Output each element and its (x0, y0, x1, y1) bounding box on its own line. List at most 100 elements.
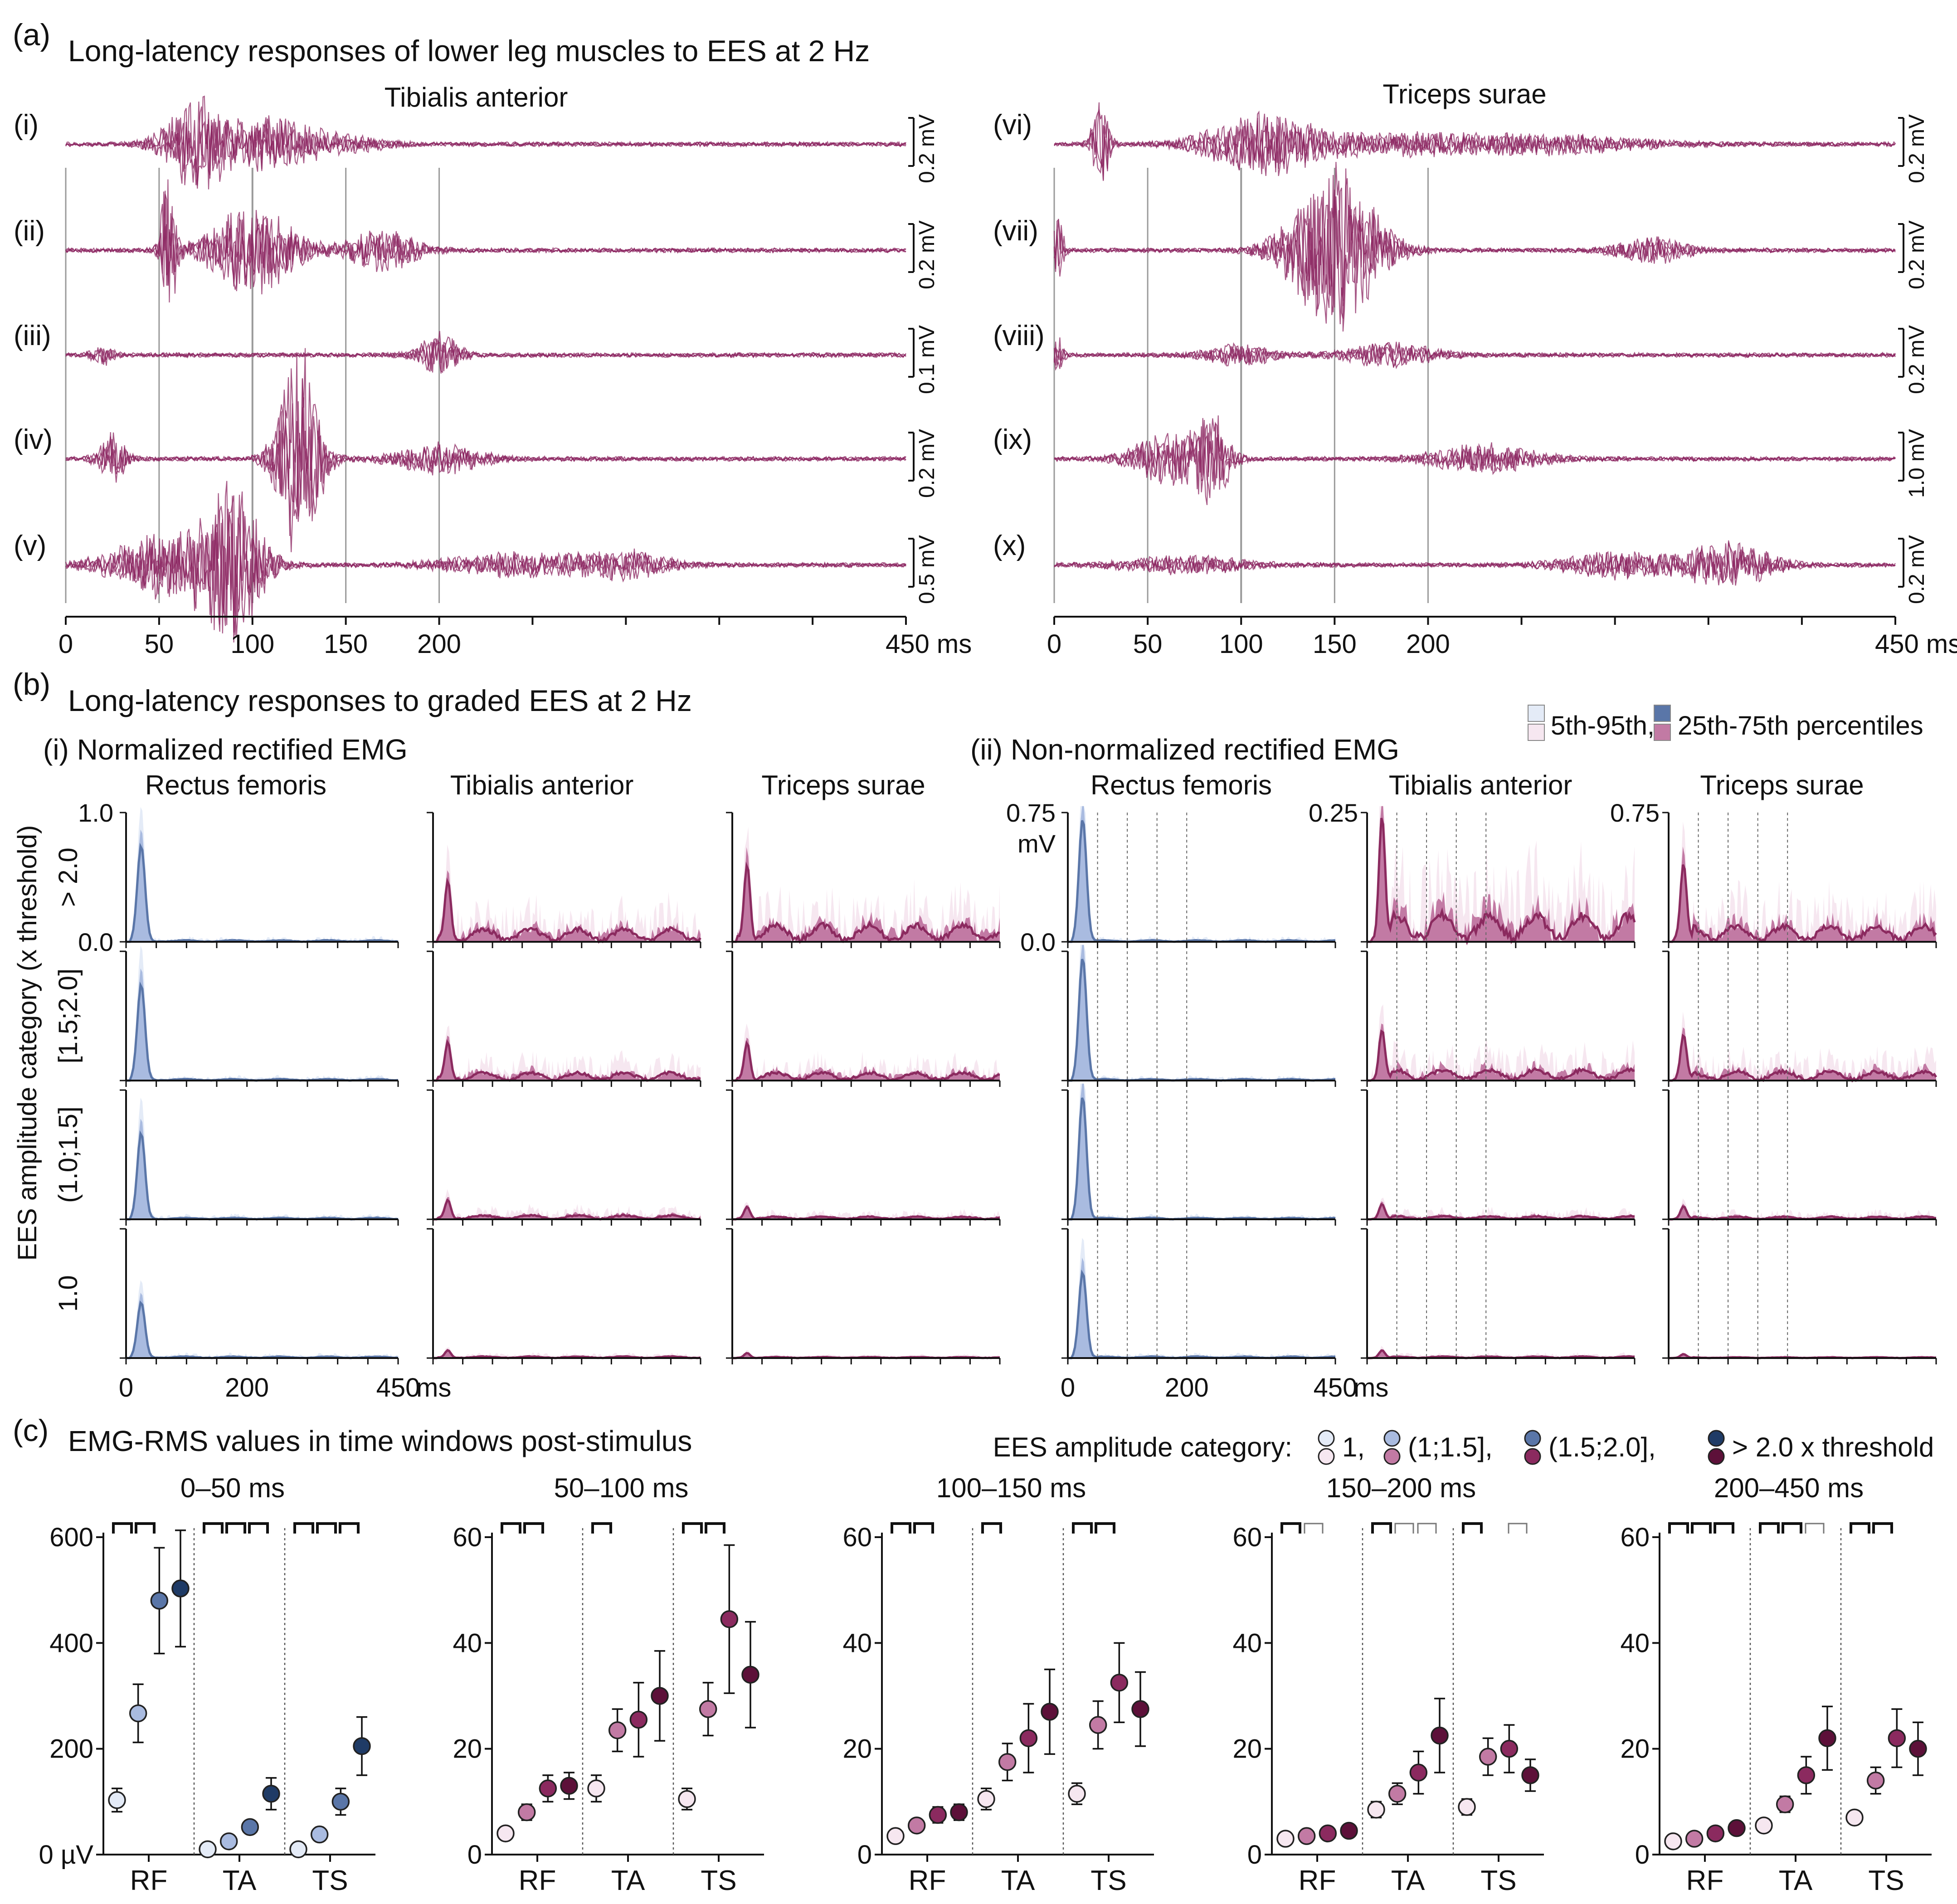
panel-b-muscle-title-4: Rectus femoris (1090, 770, 1272, 800)
emg-trace-left-2-3 (65, 191, 906, 290)
c-group-label-2-TA: TA (611, 1865, 645, 1896)
c-ytick-label-4-1: 40 (1232, 1628, 1262, 1658)
c-ytick-label-5-2: 20 (1620, 1734, 1650, 1764)
nonnorm-ta-tick-top: 0.25 (1309, 799, 1358, 827)
c-point-3-TA-3 (1019, 1729, 1038, 1748)
c-sig-bracket-1-TS-2 (316, 1522, 337, 1534)
c-point-4-RF-2 (1297, 1827, 1316, 1845)
legend-inner-label: 25th-75th percentiles (1678, 711, 1923, 740)
trace-label-right-1: (vi) (993, 109, 1032, 141)
c-ytick-label-2-0: 60 (453, 1523, 482, 1552)
c-point-1-TA-2 (219, 1832, 238, 1850)
panel-c-title: EMG-RMS values in time windows post-stim… (68, 1425, 692, 1457)
panel-b-muscle-title-5: Tibialis anterior (1389, 770, 1572, 800)
c-point-5-TS-2 (1866, 1771, 1885, 1790)
c-point-2-TS-1 (678, 1790, 696, 1808)
c-point-4-TA-4 (1431, 1726, 1449, 1745)
median-trace-1-1 (433, 1039, 701, 1082)
emg-trace-left-4-3 (65, 348, 906, 520)
c-point-1-RF-1 (108, 1791, 126, 1809)
band-inner-4-0 (1367, 806, 1635, 942)
trace-label-left-2: (ii) (14, 215, 45, 247)
trace-label-left-3: (iii) (14, 320, 51, 351)
band-outer-4-0 (1367, 806, 1635, 942)
median-trace-2-2 (732, 1205, 1000, 1221)
band-inner-0-3 (126, 1292, 398, 1358)
c-ytick-label-3-3: 0 (857, 1840, 872, 1870)
trace-label-right-4: (ix) (993, 424, 1032, 455)
scale-label-left-4: 0.2 mV (915, 429, 939, 498)
median-trace-1-2 (433, 1198, 701, 1221)
c-sig-bracket-1-TA-1 (203, 1522, 224, 1534)
c-point-5-TS-3 (1888, 1729, 1906, 1748)
c-point-4-TA-2 (1388, 1785, 1407, 1803)
c-ytick-label-4-0: 60 (1232, 1523, 1262, 1552)
tick-label-a-left-200: 200 (417, 629, 461, 659)
nonnorm-rf-tick-bottom: 0.0 (1020, 928, 1056, 956)
panel-b-row-label-4: 1.0 (54, 1275, 83, 1312)
c-point-1-RF-4 (171, 1579, 190, 1597)
c-panel-title-1: 0–50 ms (180, 1473, 285, 1503)
emg-trace-right-5-4 (1054, 543, 1896, 585)
trace-label-left-5: (v) (14, 530, 46, 561)
emg-trace-right-2-1 (1053, 187, 1896, 332)
c-point-3-RF-4 (950, 1803, 968, 1821)
c-group-label-1-TA: TA (223, 1865, 257, 1896)
legend-c-item-4: > 2.0 x threshold (1732, 1432, 1934, 1462)
c-point-2-TA-4 (651, 1687, 669, 1705)
median-trace-3-0 (1068, 820, 1336, 943)
tick-label-a-right-200: 200 (1406, 629, 1450, 659)
trace-label-right-5: (x) (993, 530, 1026, 561)
b-xtick-0-3: 0 (1061, 1373, 1075, 1402)
legend-c-mag-dot-3 (1524, 1448, 1541, 1465)
c-group-label-5-TS: TS (1868, 1865, 1904, 1896)
c-point-4-TA-1 (1367, 1801, 1385, 1819)
c-sig-bracket-2-TS-2 (705, 1522, 725, 1534)
panel-b-muscle-title-6: Triceps surae (1700, 770, 1864, 800)
norm-tick-top: 1.0 (78, 799, 113, 827)
panel-b-title: Long-latency responses to graded EES at … (68, 684, 692, 717)
c-point-5-TA-3 (1797, 1766, 1816, 1784)
norm-tick-bottom: 0.0 (78, 928, 113, 956)
c-sig-bracket-1-TS-3 (339, 1522, 360, 1534)
band-outer-5-0 (1669, 822, 1936, 942)
c-sig-bracket-4-TS-1 (1462, 1522, 1483, 1534)
c-point-3-RF-2 (907, 1816, 926, 1835)
c-point-5-RF-4 (1728, 1819, 1746, 1837)
c-group-label-3-TA: TA (1001, 1865, 1035, 1896)
c-ytick-label-3-1: 40 (842, 1628, 872, 1658)
legend-c-blue-dot-3 (1524, 1430, 1541, 1447)
c-ytick-label-5-1: 40 (1620, 1628, 1650, 1658)
c-sig-bracket-5-TS-2 (1872, 1522, 1893, 1534)
c-sig-bracket-2-TA-1 (591, 1522, 612, 1534)
emg-trace-left-2-1 (65, 179, 906, 303)
c-point-3-TA-2 (998, 1753, 1017, 1771)
emg-trace-left-1-2 (65, 95, 906, 186)
c-point-1-TA-3 (241, 1818, 259, 1836)
band-inner-3-1 (1068, 945, 1335, 1081)
scale-label-right-2: 0.2 mV (1905, 220, 1929, 289)
c-ytick-label-4-3: 0 (1247, 1840, 1262, 1870)
median-trace-2-0 (732, 861, 1000, 944)
band-inner-4-1 (1367, 1023, 1635, 1081)
c-group-label-5-RF: RF (1686, 1865, 1724, 1896)
c-sig-bracket-2-RF-2 (523, 1522, 544, 1534)
emg-trace-right-5-2 (1054, 540, 1896, 586)
trace-label-right-3: (viii) (993, 320, 1045, 351)
median-trace-5-1 (1669, 1033, 1938, 1083)
c-panel-title-4: 150–200 ms (1326, 1473, 1476, 1503)
c-sig-bracket-5-TS-1 (1850, 1522, 1870, 1534)
c-point-2-TS-4 (741, 1665, 759, 1684)
emg-trace-right-2-2 (1053, 161, 1896, 317)
c-ytick-label-2-2: 20 (453, 1734, 482, 1764)
c-point-3-TS-3 (1110, 1674, 1129, 1692)
emg-trace-left-2-2 (65, 194, 906, 295)
c-ytick-label-2-3: 0 (467, 1840, 482, 1870)
c-sig-bracket-3-TA-1 (981, 1522, 1002, 1534)
trace-label-right-2: (vii) (993, 215, 1038, 247)
emg-trace-right-4-1 (1054, 423, 1896, 489)
legend-c-mag-dot-1 (1318, 1448, 1335, 1465)
c-point-2-TS-3 (720, 1610, 739, 1628)
emg-trace-right-3-2 (1053, 337, 1896, 368)
median-trace-2-1 (732, 1040, 1000, 1082)
